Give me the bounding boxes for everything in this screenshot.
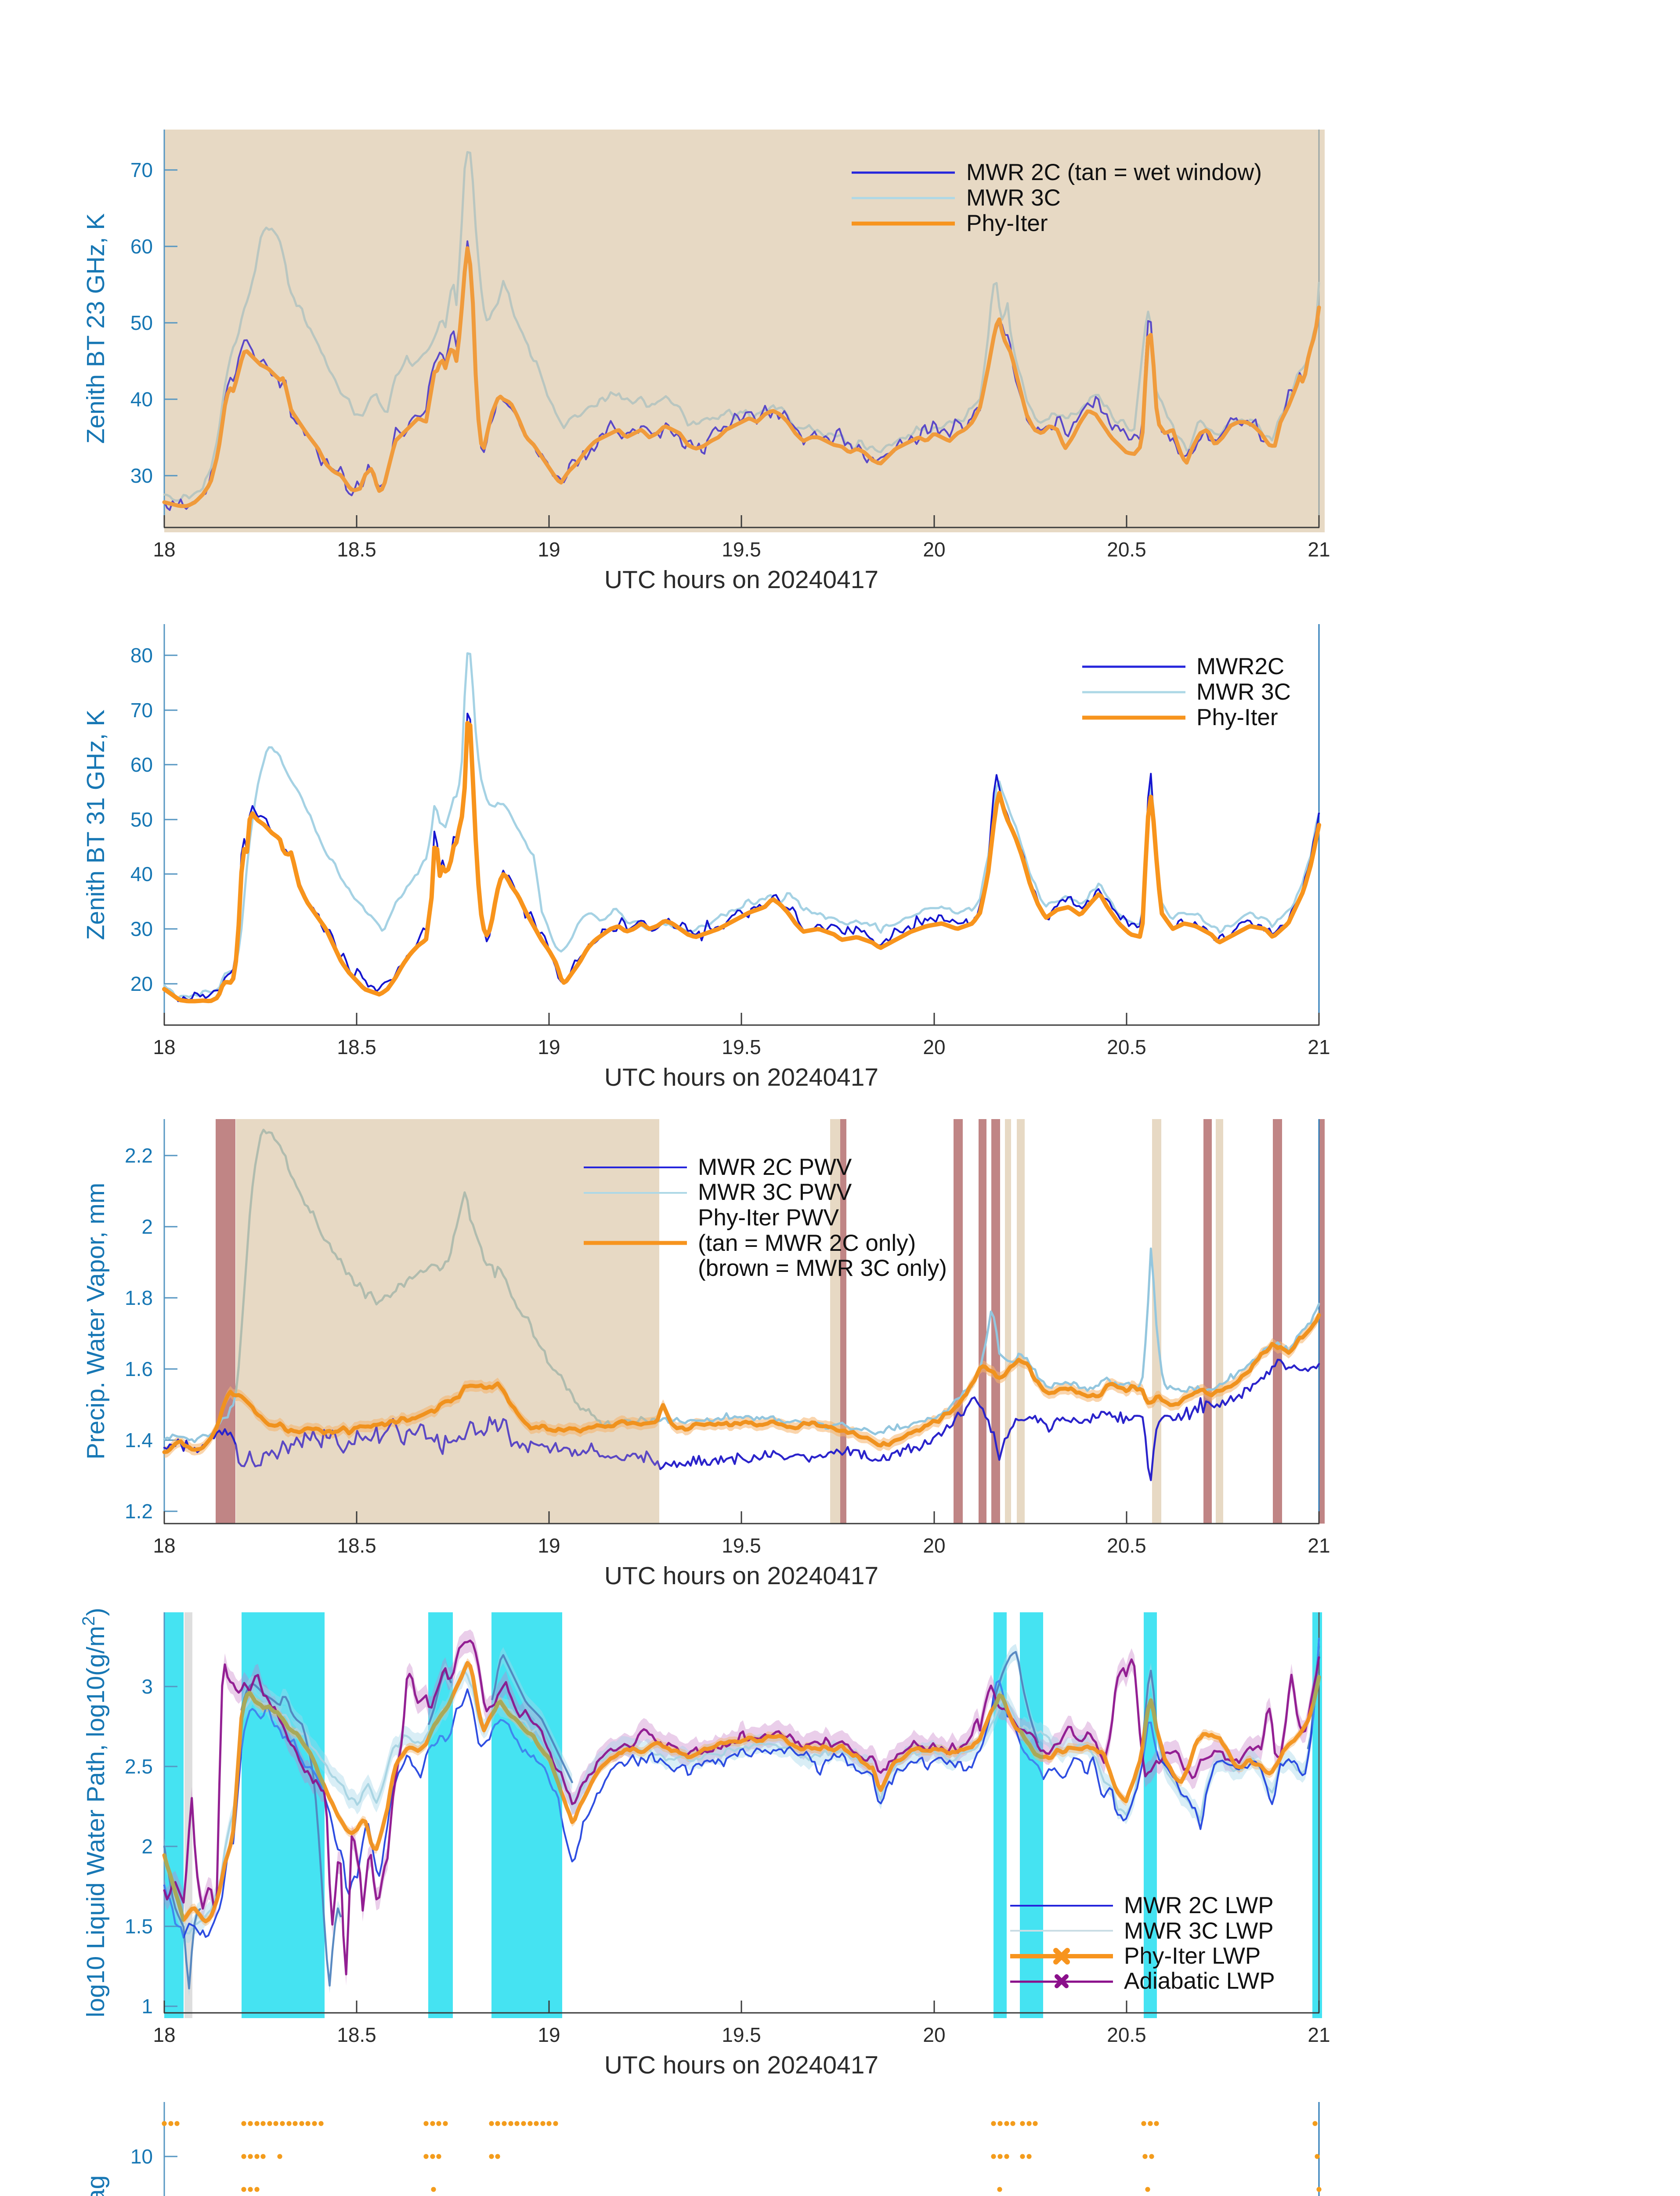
svg-text:MWR Phy Iter DQ Flag: MWR Phy Iter DQ Flag: [82, 2175, 110, 2196]
svg-text:20.5: 20.5: [1107, 1036, 1146, 1058]
svg-text:Phy-Iter LWP: Phy-Iter LWP: [1124, 1943, 1261, 1969]
svg-text:2: 2: [141, 1215, 153, 1238]
svg-text:MWR 2C LWP: MWR 2C LWP: [1124, 1893, 1274, 1918]
svg-text:21: 21: [1308, 1036, 1330, 1058]
svg-text:UTC hours on 20240417: UTC hours on 20240417: [604, 566, 878, 594]
svg-text:21: 21: [1308, 538, 1330, 561]
svg-text:Phy-Iter: Phy-Iter: [966, 210, 1048, 236]
svg-text:2.2: 2.2: [125, 1144, 153, 1167]
svg-text:(tan = MWR 2C only): (tan = MWR 2C only): [698, 1230, 916, 1256]
svg-text:19: 19: [538, 1036, 560, 1058]
svg-text:Zenith BT 31 GHz, K: Zenith BT 31 GHz, K: [82, 710, 110, 940]
svg-text:18.5: 18.5: [337, 1036, 376, 1058]
svg-text:20: 20: [923, 2023, 945, 2046]
svg-text:80: 80: [130, 644, 153, 667]
svg-text:1.2: 1.2: [125, 1500, 153, 1523]
svg-text:30: 30: [130, 464, 153, 487]
svg-text:19: 19: [538, 1534, 560, 1557]
svg-text:UTC hours on 20240417: UTC hours on 20240417: [604, 1063, 878, 1091]
svg-text:40: 40: [130, 388, 153, 411]
svg-text:MWR 3C: MWR 3C: [966, 185, 1061, 211]
svg-text:19.5: 19.5: [722, 2023, 761, 2046]
svg-text:log10 Liquid Water Path, log10: log10 Liquid Water Path, log10(g/m2): [79, 1608, 110, 2018]
svg-text:30: 30: [130, 917, 153, 940]
svg-text:20: 20: [923, 1036, 945, 1058]
svg-text:18: 18: [153, 2023, 175, 2046]
svg-text:2.5: 2.5: [125, 1755, 153, 1778]
svg-text:MWR 3C LWP: MWR 3C LWP: [1124, 1918, 1274, 1944]
svg-text:60: 60: [130, 235, 153, 258]
svg-text:1.4: 1.4: [125, 1429, 153, 1452]
svg-text:Zenith BT 23 GHz, K: Zenith BT 23 GHz, K: [82, 213, 110, 444]
svg-text:20: 20: [923, 538, 945, 561]
svg-text:3: 3: [141, 1675, 153, 1698]
svg-text:20: 20: [130, 972, 153, 995]
svg-text:20.5: 20.5: [1107, 2023, 1146, 2046]
svg-text:19.5: 19.5: [722, 1036, 761, 1058]
svg-text:Precip. Water Vapor, mm: Precip. Water Vapor, mm: [82, 1183, 110, 1459]
svg-text:1: 1: [141, 1995, 153, 2018]
svg-text:20.5: 20.5: [1107, 538, 1146, 561]
svg-text:19.5: 19.5: [722, 1534, 761, 1557]
svg-text:10: 10: [130, 2145, 153, 2168]
svg-text:Adiabatic LWP: Adiabatic LWP: [1124, 1968, 1275, 1994]
svg-text:20.5: 20.5: [1107, 1534, 1146, 1557]
svg-text:1.5: 1.5: [125, 1915, 153, 1938]
svg-text:MWR 2C (tan = wet window): MWR 2C (tan = wet window): [966, 159, 1262, 185]
svg-text:70: 70: [130, 159, 153, 181]
svg-text:18: 18: [153, 538, 175, 561]
svg-text:1.8: 1.8: [125, 1286, 153, 1309]
svg-text:Phy-Iter PWV: Phy-Iter PWV: [698, 1205, 839, 1231]
svg-text:21: 21: [1308, 2023, 1330, 2046]
svg-text:MWR 2C PWV: MWR 2C PWV: [698, 1154, 852, 1180]
svg-text:Phy-Iter: Phy-Iter: [1196, 704, 1278, 730]
svg-text:40: 40: [130, 863, 153, 885]
svg-text:50: 50: [130, 808, 153, 831]
svg-text:18: 18: [153, 1534, 175, 1557]
svg-text:UTC hours on 20240417: UTC hours on 20240417: [604, 1562, 878, 1590]
svg-text:(brown = MWR 3C only): (brown = MWR 3C only): [698, 1255, 947, 1281]
svg-text:19: 19: [538, 2023, 560, 2046]
svg-text:18.5: 18.5: [337, 2023, 376, 2046]
svg-text:18.5: 18.5: [337, 1534, 376, 1557]
svg-text:19: 19: [538, 538, 560, 561]
svg-text:19.5: 19.5: [722, 538, 761, 561]
svg-text:18.5: 18.5: [337, 538, 376, 561]
svg-text:UTC hours on 20240417: UTC hours on 20240417: [604, 2051, 878, 2079]
svg-text:70: 70: [130, 699, 153, 722]
svg-text:MWR 3C PWV: MWR 3C PWV: [698, 1179, 852, 1205]
svg-text:MWR2C: MWR2C: [1196, 654, 1284, 679]
svg-text:MWR 3C: MWR 3C: [1196, 679, 1291, 705]
svg-text:1.6: 1.6: [125, 1358, 153, 1380]
svg-text:2: 2: [141, 1835, 153, 1858]
svg-text:21: 21: [1308, 1534, 1330, 1557]
svg-text:60: 60: [130, 753, 153, 776]
svg-text:20: 20: [923, 1534, 945, 1557]
svg-text:18: 18: [153, 1036, 175, 1058]
svg-text:50: 50: [130, 311, 153, 334]
